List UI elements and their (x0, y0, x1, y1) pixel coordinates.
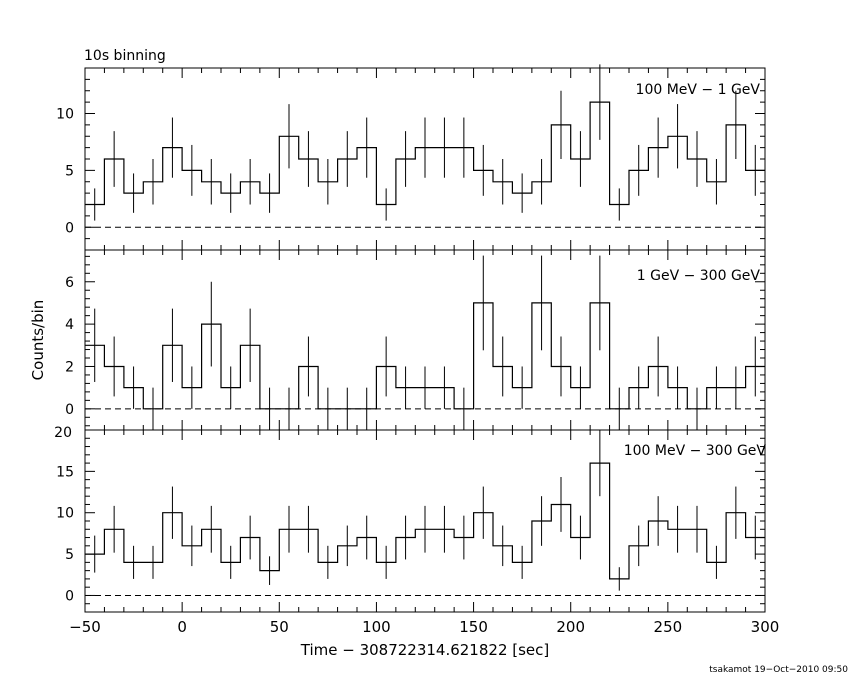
y-tick-label: 15 (56, 464, 74, 480)
y-tick-label: 5 (65, 547, 74, 563)
panel-middle-marks: 0 2 4 6 (65, 250, 766, 430)
panel-top-title: 100 MeV − 1 GeV (636, 82, 761, 98)
footer-stamp: tsakamot 19−Oct−2010 09:50 (709, 665, 848, 675)
x-axis-tick-labels: −50 0 50 100 150 200 250 300 (69, 618, 779, 636)
y-tick-label: 2 (65, 359, 74, 375)
panel-bottom-title: 100 MeV − 300 GeV (624, 443, 767, 459)
y-tick-label: 10 (56, 107, 74, 123)
x-tick-label: 100 (362, 618, 391, 636)
panel-bottom: 100 MeV − 300 GeV 20 0 5 10 15 (54, 425, 767, 613)
y-tick-label: 6 (65, 275, 74, 291)
x-tick-label: 0 (177, 618, 187, 636)
y-tick-label: 4 (65, 317, 74, 333)
panel-top-marks: 0 5 10 (56, 64, 766, 251)
x-tick-label: 50 (270, 618, 289, 636)
panel-middle-title: 1 GeV − 300 GeV (637, 268, 761, 284)
series-step-line (85, 101, 765, 206)
panel-top: 100 MeV − 1 GeV 0 5 10 (56, 64, 766, 251)
x-tick-label: 300 (751, 618, 780, 636)
binning-label: 10s binning (84, 48, 166, 64)
panel-bottom-marks: 0 5 10 15 (56, 429, 766, 613)
x-axis-label: Time − 308722314.621822 [sec] (300, 641, 550, 659)
y-tick-label: 5 (65, 163, 74, 179)
y-tick-label: 0 (65, 588, 74, 604)
panel-bottom-extra-tick-label: 20 (54, 425, 72, 441)
y-tick-label: 10 (56, 506, 74, 522)
x-tick-label: 150 (459, 618, 488, 636)
y-axis-label: Counts/bin (29, 300, 47, 381)
x-tick-label: −50 (69, 618, 101, 636)
y-tick-label: 0 (65, 402, 74, 418)
panel-middle: 1 GeV − 300 GeV 0 2 4 6 (65, 249, 766, 431)
x-tick-label: 200 (556, 618, 585, 636)
x-tick-label: 250 (654, 618, 683, 636)
y-tick-label: 0 (65, 220, 74, 236)
